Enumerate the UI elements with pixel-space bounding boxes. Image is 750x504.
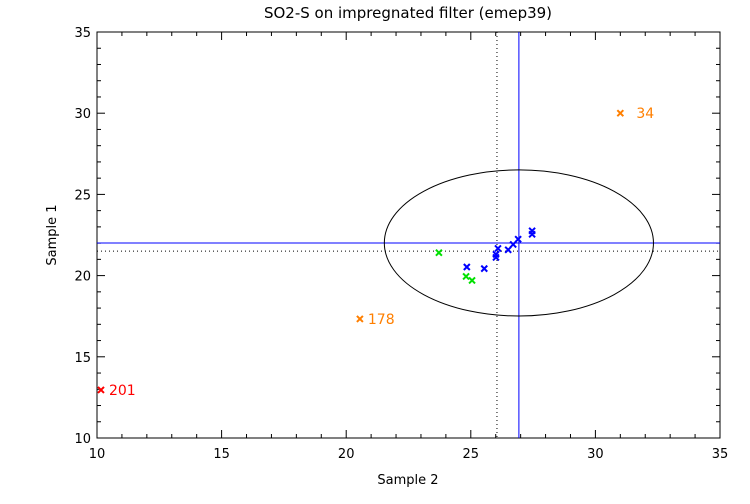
data-point [462,272,470,281]
y-axis-label: Sample 1 [45,204,60,265]
x-axis-label: Sample 2 [377,473,438,488]
plot-frame [96,31,721,439]
x-tick-label: 35 [712,447,729,462]
point-label: 34 [636,106,654,122]
data-point [492,253,500,262]
data-point [356,315,364,323]
point-label: 201 [109,383,136,399]
data-point [463,263,471,271]
y-tick-label: 35 [74,26,91,41]
confidence-ellipse [383,169,654,317]
x-tick-label: 30 [587,447,604,462]
x-tick-label: 10 [89,447,106,462]
x-tick-label: 15 [213,447,230,462]
y-tick-label: 15 [74,351,91,366]
data-point [528,230,536,239]
y-tick-label: 10 [74,432,91,447]
y-tick-label: 30 [74,107,91,122]
data-point [616,109,625,117]
y-tick-label: 25 [74,188,91,203]
y-tick-label: 20 [74,270,91,285]
data-point [514,235,522,243]
x-tick-label: 20 [338,447,355,462]
data-point [504,246,512,254]
point-label: 178 [368,312,395,328]
data-point [468,276,476,285]
x-tick-label: 25 [463,447,480,462]
data-point [97,386,105,394]
data-point [435,248,443,257]
data-point [509,240,517,249]
chart-title: SO2-S on impregnated filter (emep39) [264,4,552,22]
data-point [494,244,502,253]
data-point [480,264,488,273]
